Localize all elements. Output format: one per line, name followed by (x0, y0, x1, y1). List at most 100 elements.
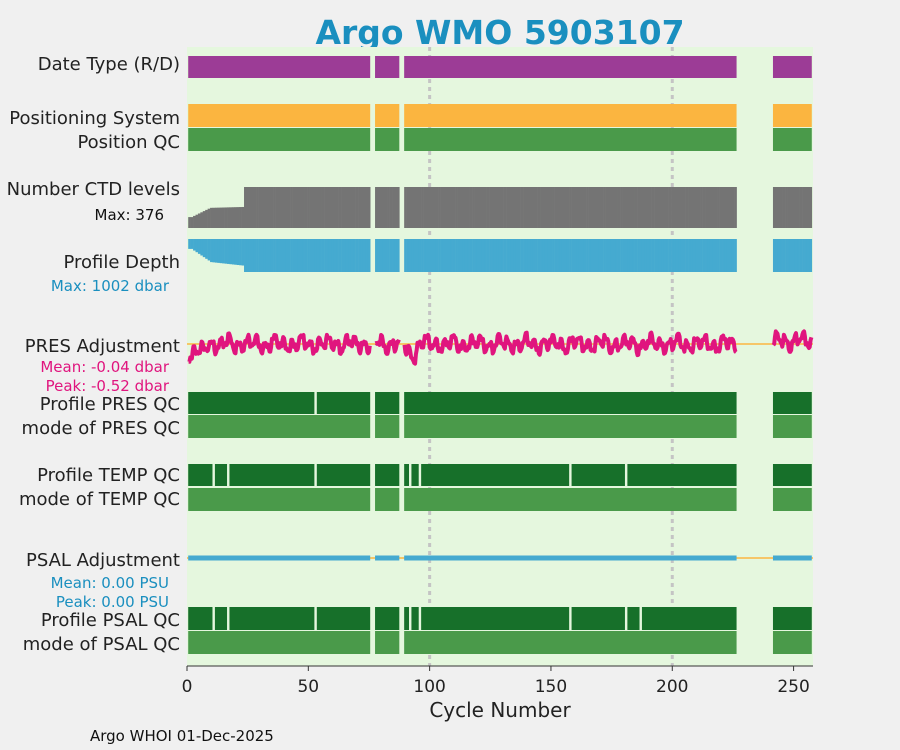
profile-depth-bar (702, 239, 706, 272)
profile-depth-bar (540, 239, 543, 272)
ctd-levels-bar (641, 187, 645, 228)
ctd-levels-bar (462, 187, 466, 228)
qc-bar-segment (375, 631, 400, 654)
qc-bar-segment (375, 464, 400, 486)
profile-depth-bar (253, 239, 257, 272)
ctd-levels-bar (367, 187, 371, 228)
ctd-levels-bar (561, 187, 565, 228)
profile-depth-bar (785, 239, 788, 272)
qc-bar-segment (188, 56, 371, 78)
qc-bar-segment (627, 607, 640, 630)
profile-depth-bar (632, 239, 635, 272)
profile-depth-bar (248, 239, 252, 272)
ctd-levels-bar (702, 187, 706, 228)
ctd-levels-bar (656, 187, 660, 228)
profile-depth-bar (729, 239, 733, 272)
ctd-levels-bar (362, 187, 366, 228)
profile-depth-bar (583, 239, 587, 272)
ctd-levels-bar (409, 187, 412, 228)
ctd-levels-bar (510, 187, 514, 228)
ctd-levels-bar (382, 187, 386, 228)
profile-depth-bar (341, 239, 344, 272)
profile-depth-bar (404, 239, 407, 272)
profile-depth-bar (639, 239, 643, 272)
ctd-levels-bar (275, 187, 279, 228)
ctd-levels-bar (430, 187, 434, 228)
qc-bar-segment (404, 415, 737, 438)
ctd-levels-bar (802, 187, 805, 228)
qc-bar-segment (571, 464, 625, 486)
qc-bar-segment (404, 488, 737, 511)
ctd-levels-bar (508, 187, 512, 228)
ctd-levels-bar (530, 187, 534, 228)
row-label: Profile PRES QC (40, 394, 180, 415)
profile-depth-bar (348, 239, 352, 272)
ctd-levels-bar (389, 187, 393, 228)
ctd-levels-bar (229, 207, 233, 228)
ctd-levels-bar (574, 187, 577, 228)
profile-depth-bar (435, 239, 439, 272)
profile-depth-bar (557, 239, 560, 272)
ctd-levels-bar (394, 187, 398, 228)
profile-depth-bar (515, 239, 519, 272)
profile-depth-bar (425, 239, 429, 272)
ctd-levels-bar (321, 187, 325, 228)
ctd-levels-bar (712, 187, 716, 228)
ctd-levels-bar (341, 187, 344, 228)
profile-depth-bar (367, 239, 371, 272)
profile-depth-bar (595, 239, 599, 272)
ctd-levels-bar (360, 187, 364, 228)
profile-depth-bar (442, 239, 446, 272)
profile-depth-bar (375, 239, 378, 272)
ctd-levels-bar (506, 187, 509, 228)
profile-depth-bar (663, 239, 667, 272)
profile-depth-bar (193, 239, 196, 251)
ctd-levels-bar (319, 187, 322, 228)
row-labels: Date Type (R/D) Positioning System Positio… (7, 54, 180, 655)
ctd-levels-bar (404, 187, 407, 228)
ctd-levels-bar (632, 187, 635, 228)
ctd-levels-bar (219, 207, 223, 228)
profile-depth-bar (321, 239, 325, 272)
ctd-levels-bar (476, 187, 480, 228)
ctd-levels-bar (731, 187, 735, 228)
ctd-levels-bar (772, 187, 776, 228)
ctd-levels-bar (207, 208, 211, 228)
profile-depth-bar (474, 239, 478, 272)
ctd-levels-bar (311, 187, 315, 228)
profile-depth-bar (603, 239, 606, 272)
profile-depth-bar (554, 239, 558, 272)
row-label: mode of PRES QC (22, 418, 180, 439)
ctd-levels-bar (673, 187, 677, 228)
ctd-levels-bar (392, 187, 395, 228)
profile-depth-bar (202, 239, 206, 258)
ctd-levels-bar (639, 187, 643, 228)
profile-depth-bar (197, 239, 201, 254)
ctd-levels-bar (481, 187, 485, 228)
profile-depth-bar (675, 239, 679, 272)
ctd-levels-bar (447, 187, 451, 228)
ctd-levels-bar (280, 187, 284, 228)
ctd-levels-bar (806, 187, 810, 228)
profile-depth-bar (688, 239, 691, 272)
profile-depth-bar (472, 239, 475, 272)
profile-depth-bar (525, 239, 529, 272)
ctd-levels-bar (547, 187, 551, 228)
profile-depth-bar (772, 239, 776, 272)
profile-depth-bar (588, 239, 592, 272)
ctd-levels-bar (593, 187, 597, 228)
x-axis: 0 50 100 150 200 250 (182, 665, 813, 697)
profile-depth-bar (731, 239, 735, 272)
profile-depth-bar (513, 239, 517, 272)
ctd-levels-bar (605, 187, 609, 228)
ctd-levels-bar (724, 187, 728, 228)
ctd-levels-bar (452, 187, 456, 228)
profile-depth-bar (610, 239, 614, 272)
profile-depth-bar (658, 239, 662, 272)
profile-depth-bar (476, 239, 480, 272)
profile-depth-bar (394, 239, 398, 272)
ctd-levels-bar (258, 187, 262, 228)
ctd-levels-bar (248, 187, 252, 228)
ctd-levels-bar (387, 187, 390, 228)
ctd-levels-bar (554, 187, 558, 228)
